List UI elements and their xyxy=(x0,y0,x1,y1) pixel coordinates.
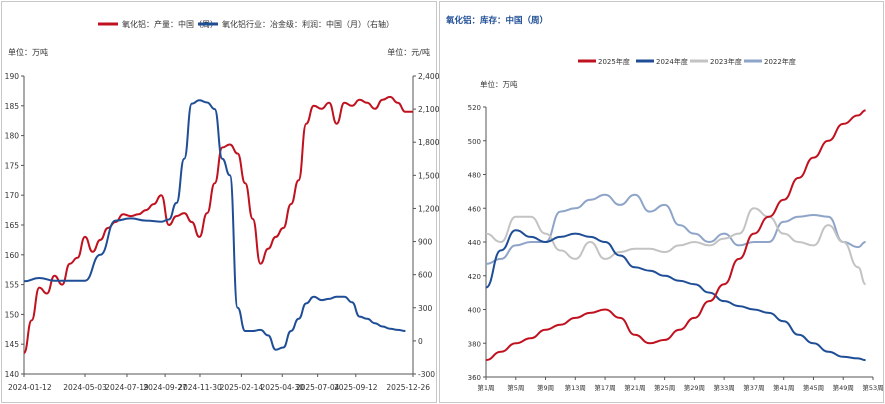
y-tick-labels: 360 380 400 420 440 460 480 500 520 xyxy=(468,104,486,382)
right-y-tick-label: 900 xyxy=(418,238,433,247)
x-tick-labels: 第1周 第5周 第9周 第13周 第17周 第21周 第25周 第29周 第33周 第37周 第41… xyxy=(477,377,884,392)
legend-label-profit: 氧化铝行业：冶金级：利润：中国（月）（右轴） xyxy=(222,19,394,29)
x-tick-label: 2025-09-12 xyxy=(334,383,378,392)
x-tick-label: 第49周 xyxy=(833,383,854,392)
x-tick-label: 2025-04-30 xyxy=(260,383,304,392)
inventory-series-line-3 xyxy=(485,193,866,265)
x-tick-label: 2024-07-19 xyxy=(105,383,149,392)
y-tick-label: 500 xyxy=(468,138,481,146)
inventory-series-line-2 xyxy=(485,207,867,286)
y-tick-label: 400 xyxy=(468,307,481,315)
right-y-tick-labels: -300 0 300 600 900 1,200 1,500 1,800 2,100 2,400 xyxy=(413,72,440,379)
y-tick-label: 360 xyxy=(468,374,481,382)
right-y-tick-label: 600 xyxy=(418,271,433,280)
x-tick-label: 第1周 xyxy=(477,383,494,392)
production-profit-chart-panel: 氧化铝：产量：中国（周） 氧化铝行业：冶金级：利润：中国（月）（右轴） 单位：万… xyxy=(1,1,440,403)
left-y-tick-label: 155 xyxy=(5,281,20,290)
right-axis-unit-label: 单位：元/吨 xyxy=(387,47,430,57)
x-tick-label: 第41周 xyxy=(773,383,794,392)
right-y-tick-label: 1,500 xyxy=(418,171,440,180)
y-axis-unit-label: 单位：万吨 xyxy=(480,79,518,89)
inventory-chart-panel: 氧化铝：库存：中国（周） 2025年度 2024年度 2023年度 2022年度 单位… xyxy=(439,1,884,403)
x-tick-label: 2025-12-26 xyxy=(386,383,430,392)
production-profit-chart: 氧化铝：产量：中国（周） 氧化铝行业：冶金级：利润：中国（月）（右轴） 单位：万… xyxy=(5,19,440,392)
right-y-tick-label: 300 xyxy=(418,304,433,313)
x-tick-label: 第29周 xyxy=(684,383,705,392)
x-tick-label: 第21周 xyxy=(624,383,645,392)
right-y-tick-label: 2,400 xyxy=(418,72,440,81)
x-tick-label: 2025-02-14 xyxy=(220,383,264,392)
x-tick-label: 第5周 xyxy=(507,383,524,392)
y-tick-label: 460 xyxy=(468,205,481,213)
right-y-tick-label: 0 xyxy=(418,337,423,346)
left-y-tick-labels: 140 145 150 155 160 165 170 175 180 185 190 xyxy=(5,72,24,379)
chart-title: 氧化铝：库存：中国（周） xyxy=(445,15,548,26)
x-tick-label: 第17周 xyxy=(594,383,615,392)
left-y-tick-label: 185 xyxy=(5,102,20,111)
right-y-tick-label: -300 xyxy=(418,370,435,379)
legend-label-3: 2022年度 xyxy=(764,57,796,66)
legend-label-production: 氧化铝：产量：中国（周） xyxy=(122,19,218,29)
x-tick-label: 2024-09-27 xyxy=(143,383,187,392)
legend: 氧化铝：产量：中国（周） 氧化铝行业：冶金级：利润：中国（月）（右轴） xyxy=(98,19,394,29)
x-tick-label: 第33周 xyxy=(714,383,735,392)
y-tick-label: 480 xyxy=(468,172,481,180)
y-tick-label: 520 xyxy=(468,104,481,112)
inventory-chart: 氧化铝：库存：中国（周） 2025年度 2024年度 2023年度 2022年度 单位… xyxy=(445,15,884,392)
left-y-tick-label: 170 xyxy=(5,191,20,200)
y-tick-label: 440 xyxy=(468,239,481,247)
right-y-tick-label: 2,100 xyxy=(418,105,440,114)
left-y-tick-label: 165 xyxy=(5,221,20,230)
x-tick-label: 2024-05-03 xyxy=(63,383,107,392)
left-axis-unit-label: 单位：万吨 xyxy=(8,47,48,57)
y-tick-label: 420 xyxy=(468,273,481,281)
x-tick-labels: 2024-01-12 2024-05-032024-07-192024-09-27… xyxy=(8,374,430,392)
series-lines xyxy=(23,95,413,355)
x-tick-label: 第45周 xyxy=(803,383,824,392)
x-tick-label: 第53周 xyxy=(862,383,883,392)
inventory-series-line-1 xyxy=(485,229,866,362)
legend-label-2: 2023年度 xyxy=(710,57,742,66)
left-y-tick-label: 150 xyxy=(5,310,20,319)
profit-series-line xyxy=(23,99,406,351)
legend-label-0: 2025年度 xyxy=(598,57,630,66)
x-tick-label: 第13周 xyxy=(565,383,586,392)
x-tick-label: 第37周 xyxy=(743,383,764,392)
x-tick-label: 2025-07-04 xyxy=(296,383,340,392)
legend-label-1: 2024年度 xyxy=(656,57,688,66)
x-tick-label: 2024-11-30 xyxy=(178,383,222,392)
x-tick-label: 2024-01-12 xyxy=(8,383,52,392)
left-y-tick-label: 160 xyxy=(5,251,20,260)
right-y-tick-label: 1,200 xyxy=(418,204,440,213)
x-tick-label: 第9周 xyxy=(537,383,554,392)
left-y-tick-label: 180 xyxy=(5,132,20,141)
left-y-tick-label: 190 xyxy=(5,72,20,81)
y-tick-label: 380 xyxy=(468,340,481,348)
x-tick-label: 第25周 xyxy=(654,383,675,392)
left-y-tick-label: 140 xyxy=(5,370,20,379)
right-y-tick-label: 1,800 xyxy=(418,138,440,147)
left-y-tick-label: 145 xyxy=(5,340,20,349)
inventory-series-line-0 xyxy=(485,109,866,362)
left-y-tick-label: 175 xyxy=(5,161,20,170)
production-series-line xyxy=(23,95,413,355)
legend: 2025年度 2024年度 2023年度 2022年度 xyxy=(578,57,796,66)
series-lines xyxy=(485,109,867,362)
